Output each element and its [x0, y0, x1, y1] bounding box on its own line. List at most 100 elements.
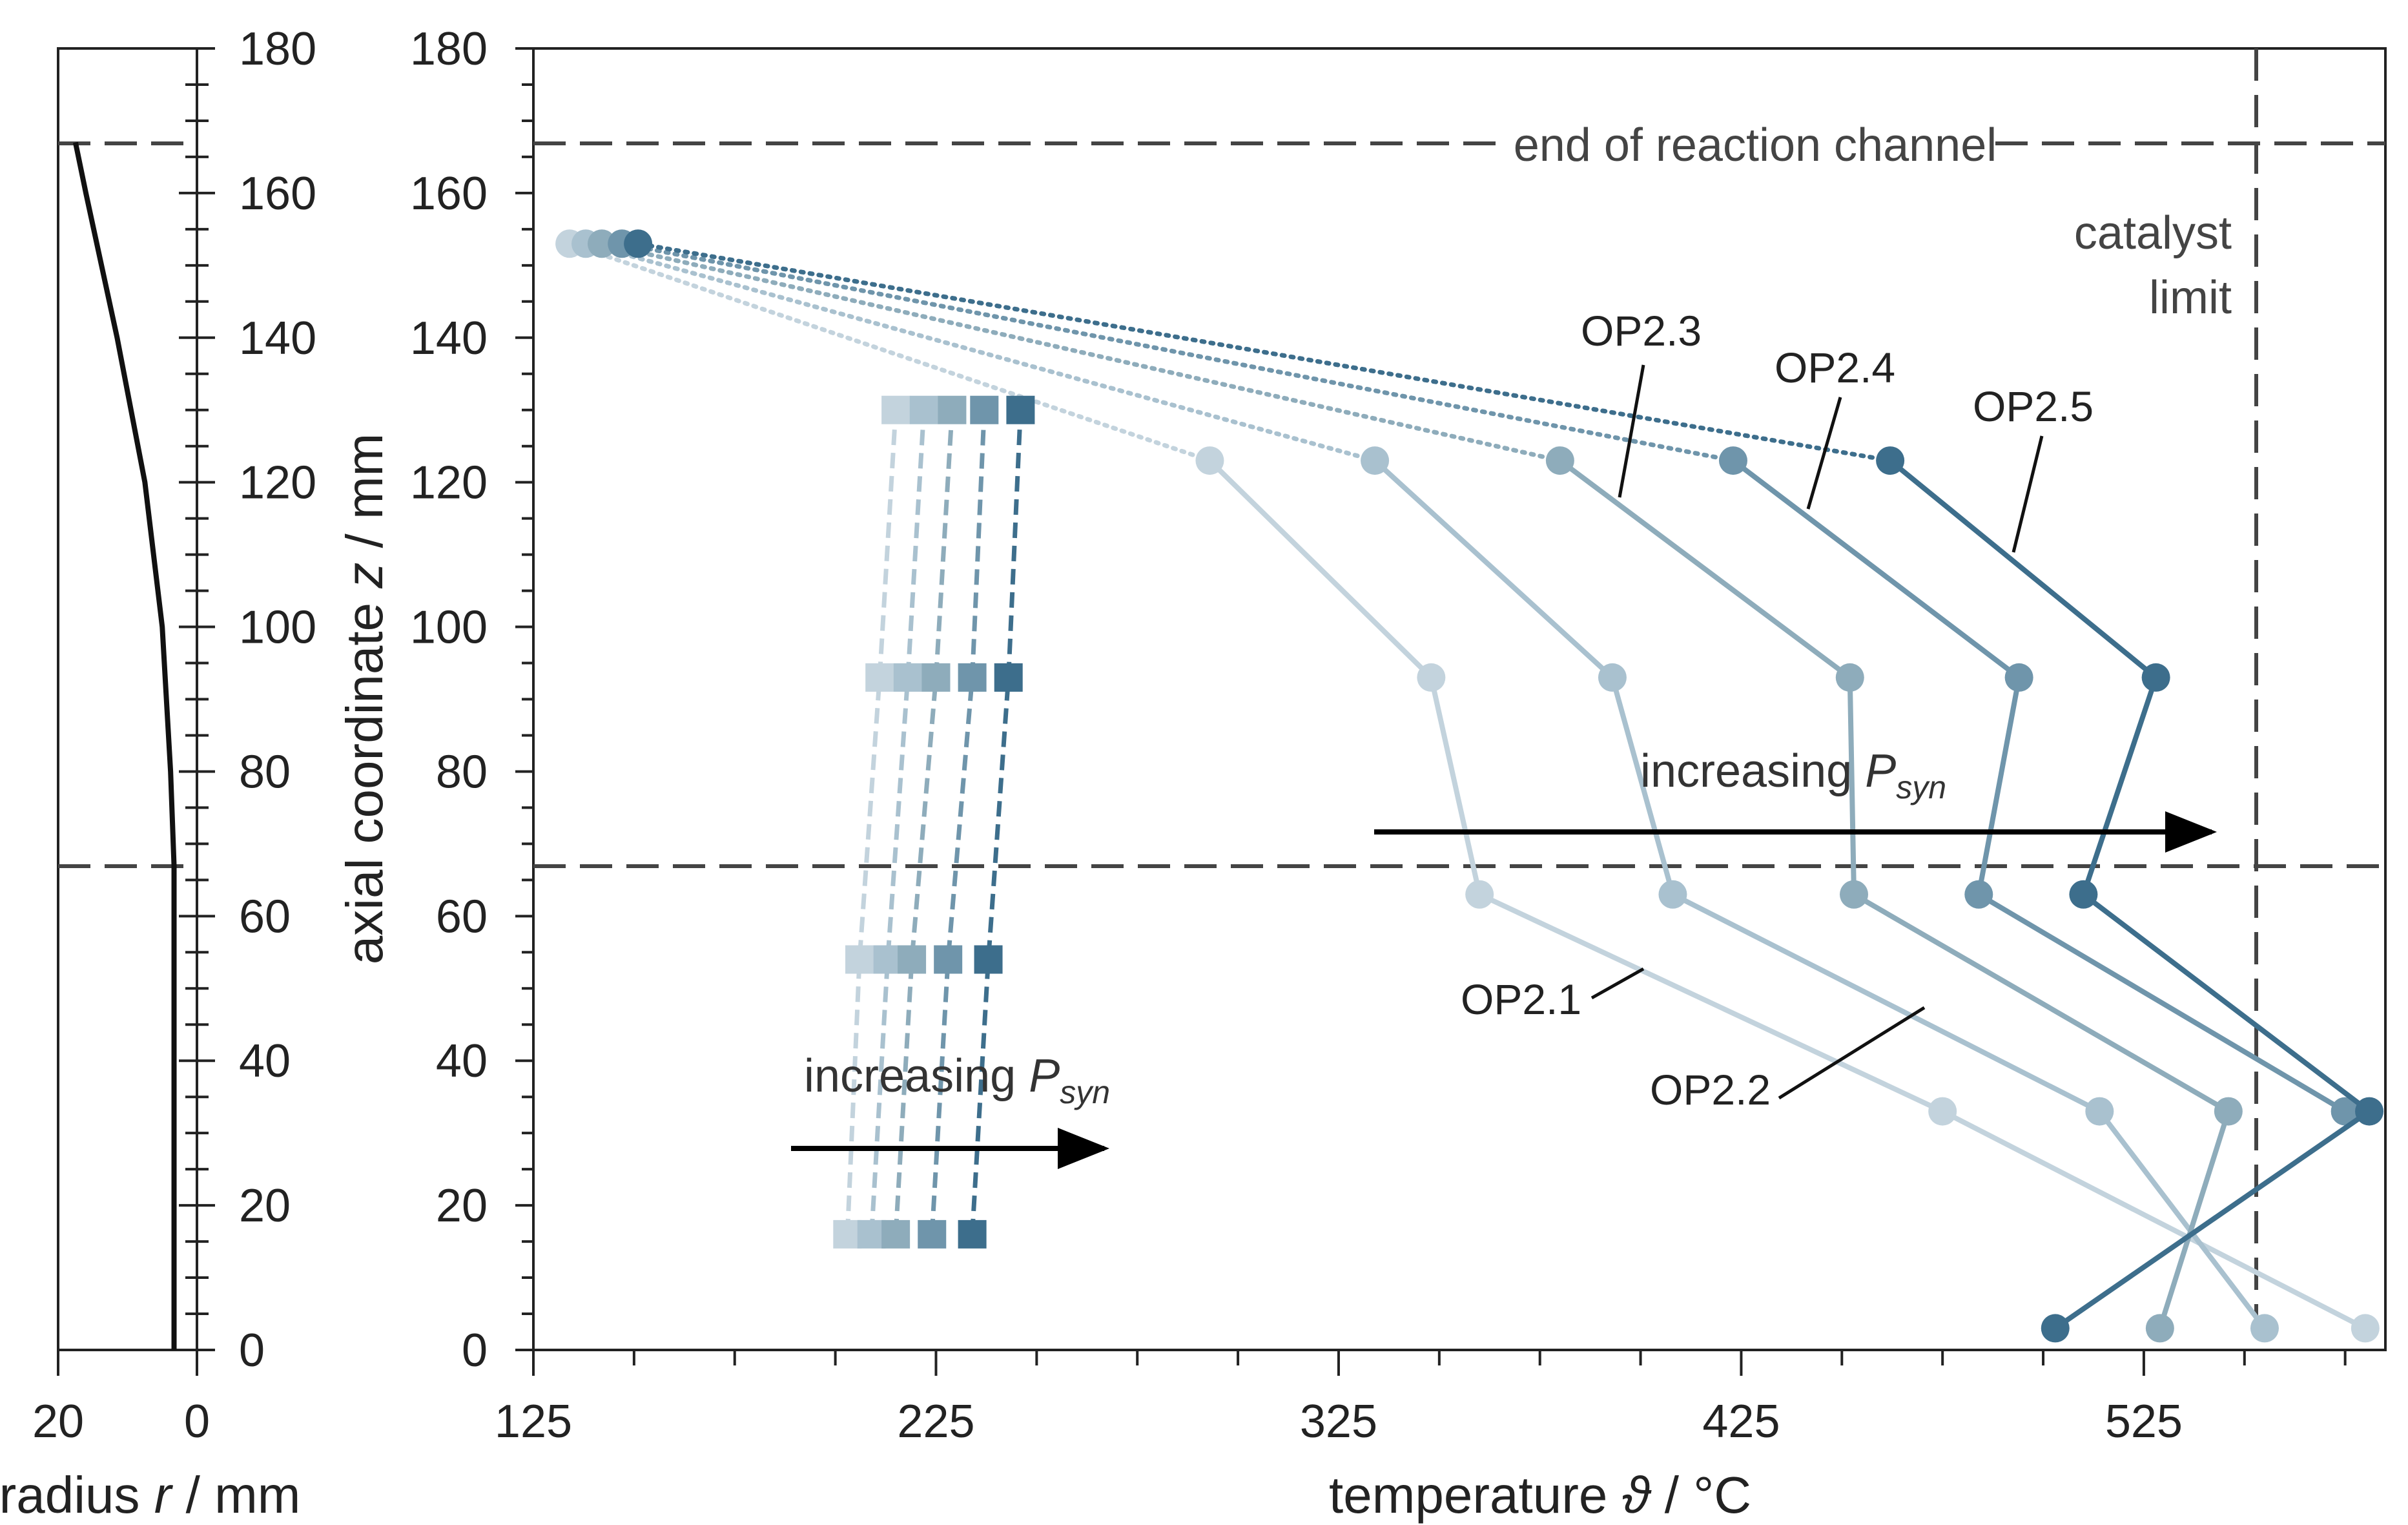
- increasing-psyn-label-upper: increasing Psyn: [1640, 745, 1946, 805]
- temperature-y-tick-label: 120: [410, 457, 488, 509]
- op22-square-marker: [857, 1219, 886, 1249]
- op24-label: OP2.4: [1775, 344, 1895, 391]
- op24-dashed-line: [929, 410, 987, 1235]
- op22-point: [2250, 1314, 2279, 1343]
- op23-label: OP2.3: [1581, 307, 1702, 355]
- temperature-x-tick-label: 425: [1702, 1396, 1780, 1447]
- op25-point: [1876, 446, 1905, 475]
- op25-point: [2041, 1314, 2070, 1343]
- op21-square-marker: [833, 1219, 862, 1249]
- catalyst-limit-label-line2: limit: [2149, 272, 2232, 324]
- op21-square-marker: [845, 945, 874, 974]
- op24-point: [1964, 880, 1993, 909]
- temperature-y-tick-label: 80: [436, 746, 488, 798]
- op24-square-marker: [970, 395, 999, 424]
- radius-y-tick-label: 60: [239, 891, 291, 942]
- radius-y-tick-label: 40: [239, 1035, 291, 1087]
- temperature-x-ticks: [532, 1350, 2347, 1376]
- op23-dashed-line: [893, 410, 954, 1235]
- op23-inlet-point: [587, 229, 616, 258]
- op24-leader: [1806, 397, 1842, 510]
- radius-y-tick-label: 180: [239, 23, 316, 75]
- op23-point: [2145, 1314, 2174, 1343]
- op24-square-marker: [918, 1219, 947, 1249]
- op22-point: [1598, 663, 1627, 692]
- op21-solid-line: [1208, 459, 2367, 1331]
- op21-dashed-line: [845, 410, 898, 1235]
- catalyst-limit-label-line1: catalyst: [2074, 207, 2232, 259]
- radius-y-tick-label: 100: [239, 602, 316, 654]
- temperature-x-tick-label: 525: [2105, 1396, 2183, 1447]
- temperature-x-tick-label: 225: [897, 1396, 974, 1447]
- series-op23: [587, 229, 2243, 1343]
- op22-square-marker: [893, 663, 922, 692]
- radius-y-tick-label: 80: [239, 746, 291, 798]
- op23-square-marker: [921, 663, 951, 692]
- op24-point: [2004, 663, 2033, 692]
- radius-curve: [72, 141, 177, 1350]
- op23-square-marker: [938, 395, 967, 424]
- op24-point: [2331, 1097, 2360, 1126]
- op22-square-marker: [873, 945, 902, 974]
- radius-x-axis-title: radius r / mm: [0, 1466, 300, 1524]
- radius-y-tick-label: 160: [239, 168, 316, 220]
- radius-y-tick-label: 0: [239, 1325, 265, 1376]
- op25-dotted-line: [635, 241, 1893, 463]
- temperature-x-tick-labels: 125 225 325 425 525: [495, 1396, 2183, 1447]
- op22-dashed-line: [869, 410, 927, 1235]
- series-layer: [555, 229, 2384, 1343]
- op23-square-marker: [881, 1219, 911, 1249]
- op24-point: [1718, 446, 1747, 475]
- op22-square-marker: [909, 395, 938, 424]
- op23-point: [1835, 663, 1864, 692]
- radius-x-tick-label-20: 20: [32, 1396, 84, 1447]
- series-op22: [571, 229, 2279, 1343]
- op25-point: [2141, 663, 2170, 692]
- temperature-y-tick-label: 20: [436, 1180, 488, 1232]
- op25-solid-line: [1888, 458, 2374, 1331]
- op22-leader: [1778, 1006, 1926, 1100]
- op21-square-marker: [881, 395, 911, 424]
- radius-panel: 0 20 40 60 80 100 120 140 160 180 20 0 radius r /…: [0, 23, 393, 1524]
- op22-dotted-line: [583, 241, 1377, 463]
- op25-point: [2355, 1097, 2384, 1126]
- op24-square-marker: [958, 663, 987, 692]
- op22-point: [2085, 1097, 2114, 1126]
- op25-point: [2069, 880, 2098, 909]
- op22-point: [1361, 446, 1390, 475]
- op25-square-marker: [974, 945, 1003, 974]
- end-of-reaction-channel-label: end of reaction channel: [1514, 119, 1997, 171]
- radius-y-tick-labels: 0 20 40 60 80 100 120 140 160 180: [239, 23, 316, 1376]
- op25-square-marker: [1006, 395, 1035, 424]
- op23-square-marker: [898, 945, 927, 974]
- temperature-y-tick-label: 180: [410, 23, 488, 75]
- temperature-y-tick-label: 60: [436, 891, 488, 942]
- radius-y-tick-label: 120: [239, 457, 316, 509]
- op23-point: [1545, 446, 1574, 475]
- temperature-y-tick-label: 0: [462, 1325, 488, 1376]
- op23-leader: [1618, 364, 1645, 498]
- op25-square-marker: [958, 1219, 987, 1249]
- op21-point: [1465, 880, 1494, 909]
- temperature-y-tick-label: 160: [410, 168, 488, 220]
- op22-point: [1658, 880, 1687, 909]
- series-op24: [608, 229, 2360, 1249]
- radius-y-tick-label: 20: [239, 1180, 291, 1232]
- op23-point: [2214, 1097, 2243, 1126]
- temperature-y-tick-label: 100: [410, 602, 488, 654]
- op21-dotted-line: [567, 241, 1212, 463]
- op22-solid-line: [1373, 459, 2267, 1330]
- series-op21: [555, 229, 2380, 1343]
- op25-label: OP2.5: [1973, 382, 2094, 430]
- op21-point: [1417, 663, 1446, 692]
- op21-square-marker: [865, 663, 894, 692]
- op21-point: [1928, 1097, 1957, 1126]
- temperature-y-tick-label: 140: [410, 313, 488, 364]
- op21-label: OP2.1: [1461, 975, 1581, 1023]
- op23-dotted-line: [599, 241, 1563, 463]
- temperature-y-tick-label: 40: [436, 1035, 488, 1087]
- op23-point: [1840, 880, 1869, 909]
- op25-leader: [2012, 435, 2044, 553]
- op21-point: [2351, 1314, 2380, 1343]
